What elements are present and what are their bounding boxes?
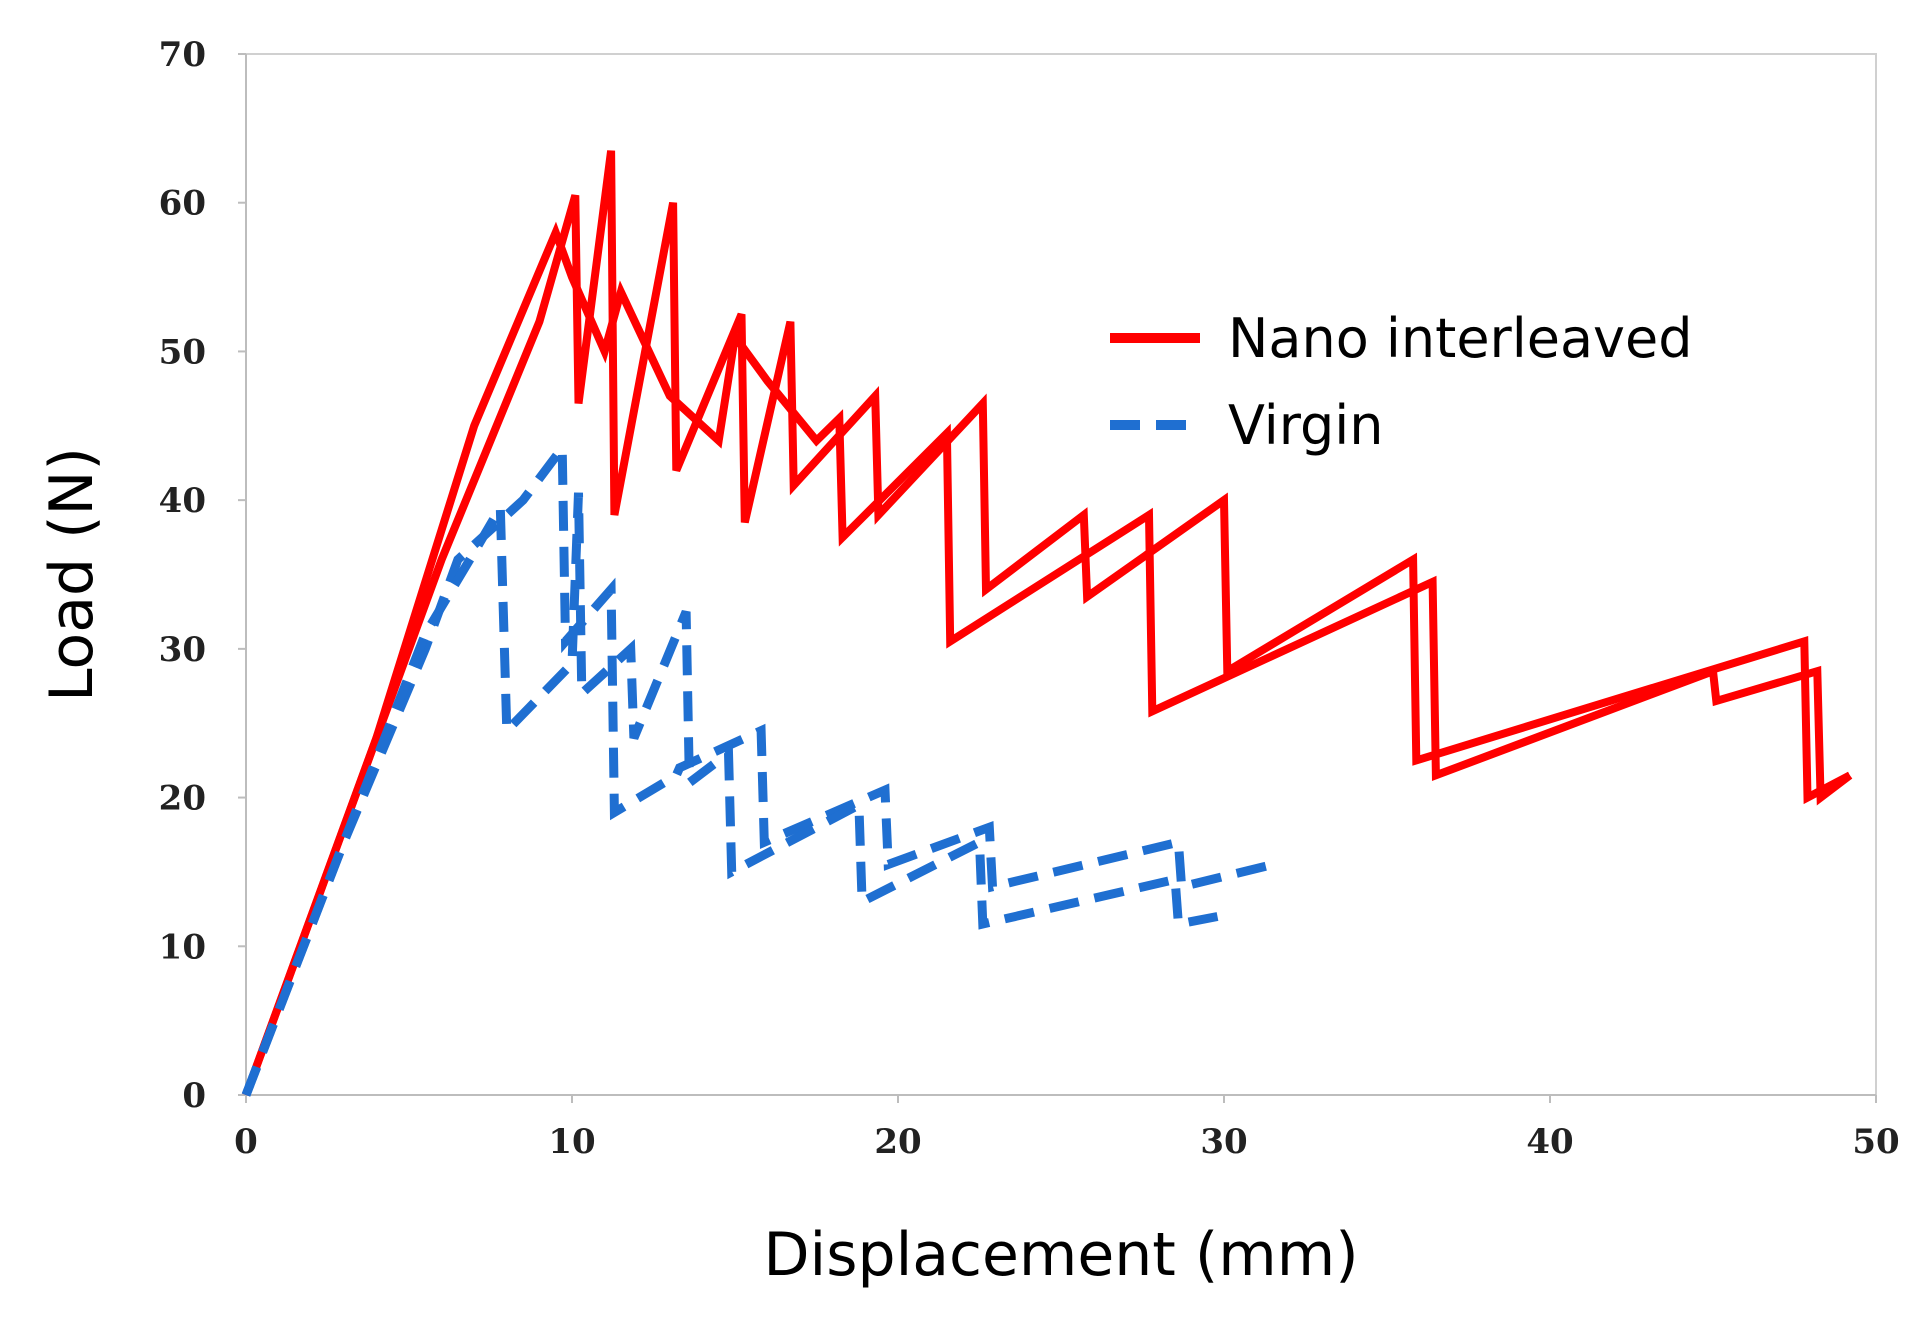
y-tick-label: 10: [159, 927, 206, 967]
y-tick-label: 60: [159, 184, 206, 224]
series-layer: [241, 150, 1853, 1097]
y-axis-title: Load (N): [37, 447, 107, 702]
axes: 0 10 20 30 40 50 0 10 20 30 40 50 60 70: [159, 35, 1900, 1162]
x-tick-label: 0: [234, 1122, 258, 1162]
y-tick-label: 30: [159, 630, 206, 670]
series-line-nano-interleaved-1: [242, 150, 1852, 1097]
y-tick-label: 20: [159, 779, 206, 819]
legend-label-virgin: Virgin: [1228, 394, 1384, 457]
x-tick-label: 30: [1200, 1122, 1247, 1162]
legend: Nano interleaved Virgin: [1110, 307, 1693, 457]
y-tick-label: 40: [159, 481, 206, 521]
series-line-nano-interleaved-2: [242, 221, 1853, 1097]
x-axis-title: Displacement (mm): [763, 1220, 1358, 1290]
series-nano-interleaved: [242, 150, 1853, 1097]
y-tick-label: 70: [159, 35, 206, 75]
y-tick-label: 0: [182, 1076, 206, 1116]
series-virgin: [241, 434, 1274, 1097]
x-tick-label: 40: [1526, 1122, 1573, 1162]
x-tick-label: 50: [1852, 1122, 1899, 1162]
x-tick-label: 20: [874, 1122, 921, 1162]
legend-label-nano-interleaved: Nano interleaved: [1228, 307, 1693, 370]
y-tick-label: 50: [159, 332, 206, 372]
x-tick-label: 10: [548, 1122, 595, 1162]
series-line-virgin-2: [241, 491, 1219, 1097]
series-line-virgin-1: [241, 434, 1274, 1097]
